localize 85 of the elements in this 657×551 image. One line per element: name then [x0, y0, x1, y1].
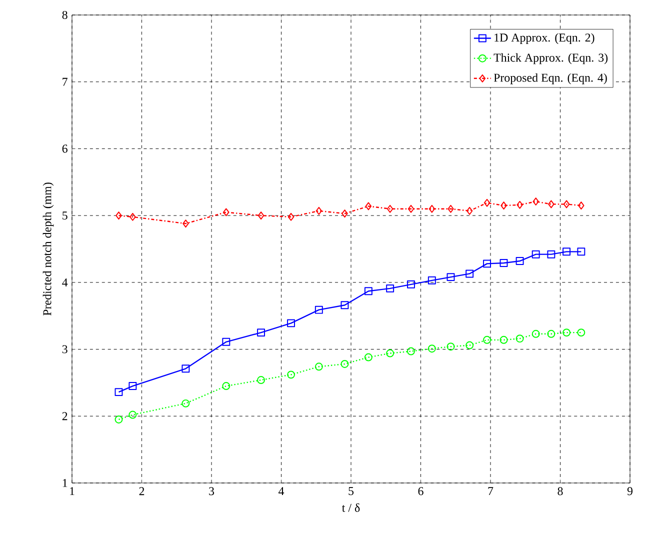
point: [340, 301, 349, 310]
point: [548, 200, 554, 208]
x-tick-label: 5: [348, 487, 354, 496]
point: [288, 212, 294, 221]
x-tick-label: 8: [558, 487, 563, 496]
y-tick-label: 8: [62, 10, 68, 20]
point: [258, 212, 264, 220]
x-tick-label: 2: [139, 487, 144, 496]
point: [223, 208, 230, 216]
point: [562, 328, 571, 337]
point: [547, 250, 556, 258]
point: [386, 284, 394, 292]
point: [364, 287, 372, 296]
point: [257, 376, 266, 384]
point: [428, 344, 436, 353]
y-tick-label: 6: [62, 144, 68, 153]
y-axis-title: Predicted notch depth (mm): [42, 182, 54, 316]
point: [114, 388, 123, 396]
point: [364, 353, 372, 362]
y-tick-label: 4: [62, 278, 68, 286]
point: [562, 248, 571, 256]
x-tick-label: 7: [488, 487, 494, 495]
point: [340, 360, 349, 368]
x-axis-title: t / δ: [342, 503, 360, 512]
y-tick-label: 3: [62, 345, 68, 354]
y-tick-label: 1: [62, 479, 68, 487]
legend-label: Thick Approx. (Eqn. 3): [494, 53, 608, 64]
point: [466, 270, 474, 278]
point: [500, 259, 508, 268]
y-tick-label: 2: [62, 412, 68, 420]
point: [287, 370, 296, 379]
x-tick-label: 6: [418, 487, 424, 496]
y-tick-label: 7: [62, 78, 68, 86]
point: [577, 248, 586, 256]
point: [182, 364, 190, 373]
point: [428, 276, 436, 284]
point: [466, 341, 474, 350]
point: [577, 328, 586, 337]
point: [446, 273, 455, 282]
point: [407, 280, 415, 288]
x-tick-label: 3: [209, 487, 214, 496]
point: [222, 382, 230, 390]
x-tick-label: 1: [70, 487, 74, 496]
point: [114, 415, 123, 424]
point: [563, 200, 570, 208]
point: [130, 212, 136, 221]
point: [578, 202, 584, 210]
point: [448, 204, 454, 213]
point: [428, 204, 436, 213]
point: [128, 410, 137, 419]
point: [407, 347, 415, 356]
point: [316, 206, 322, 215]
point: [365, 202, 372, 210]
point: [500, 336, 508, 344]
point: [446, 342, 455, 351]
point: [182, 399, 190, 408]
x-tick-label: 9: [627, 487, 632, 496]
point: [182, 220, 189, 228]
point: [483, 260, 492, 268]
legend-label: Proposed Eqn. (Eqn. 4): [494, 73, 607, 84]
point: [532, 250, 540, 258]
point: [516, 200, 523, 209]
point: [342, 210, 348, 218]
point: [116, 212, 122, 220]
x-tick-label: 4: [278, 487, 284, 496]
point: [128, 382, 137, 390]
point: [532, 198, 539, 206]
point: [314, 306, 323, 314]
y-tick-label: 5: [62, 212, 68, 220]
point: [386, 204, 394, 213]
point: [222, 338, 230, 346]
point: [466, 206, 473, 215]
point: [314, 362, 323, 371]
point: [547, 330, 556, 338]
point: [408, 204, 414, 213]
point: [516, 257, 524, 266]
point: [500, 202, 507, 210]
point: [386, 349, 394, 358]
point: [484, 198, 490, 207]
point: [287, 319, 296, 328]
point: [483, 336, 492, 344]
point: [532, 330, 540, 338]
point: [257, 328, 266, 337]
legend-label: 1D Approx. (Eqn. 2): [494, 33, 594, 44]
point: [516, 334, 524, 343]
